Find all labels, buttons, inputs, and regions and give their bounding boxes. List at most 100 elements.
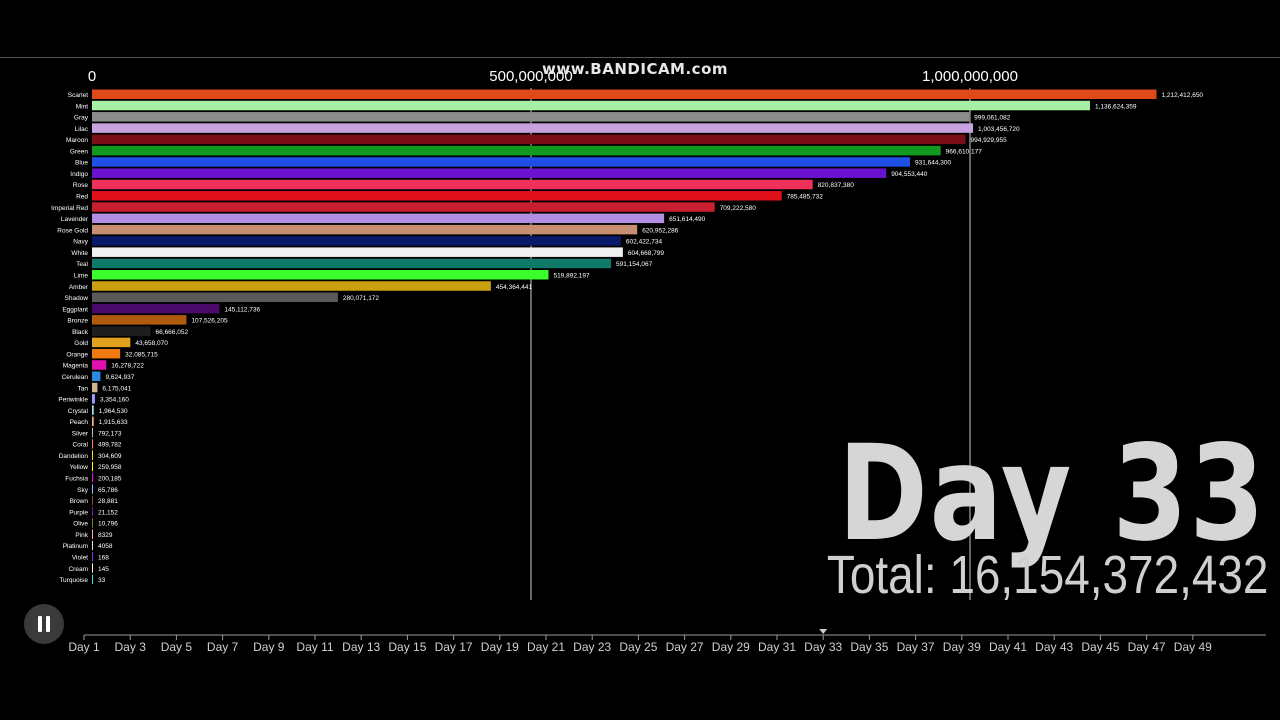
bar-category-label: Dandelion [59, 453, 89, 460]
bar-category-label: Turquoise [59, 577, 88, 584]
bar-value-label: 145,112,736 [224, 306, 260, 313]
bar-category-label: Imperial Red [51, 205, 88, 212]
bar-value-label: 28,881 [98, 498, 118, 505]
bar-value-label: 931,644,300 [915, 160, 952, 167]
bar-category-label: Tan [78, 385, 89, 392]
bar-value-label: 651,614,490 [669, 216, 706, 223]
timeline-label: Day 45 [1081, 640, 1119, 654]
bar-category-label: Peach [70, 419, 89, 426]
x-tick-label: 1,000,000,000 [922, 68, 1018, 85]
bar-category-label: Platinum [63, 543, 88, 550]
pause-icon [38, 616, 42, 632]
bar-value-label: 1,964,530 [99, 408, 128, 415]
bar-cerulean [92, 371, 101, 381]
bar-tan [92, 382, 98, 393]
bar-indigo [92, 168, 887, 178]
timeline-label: Day 35 [850, 640, 888, 654]
timeline-label: Day 31 [758, 640, 796, 654]
bar-value-label: 9,624,937 [105, 374, 134, 381]
bar-peach [92, 416, 94, 427]
bar-value-label: 145 [98, 566, 109, 573]
bar-turquoise [92, 574, 93, 585]
bar-category-label: Cream [68, 566, 88, 573]
watermark-text: www.BANDICAM.com [542, 60, 729, 78]
bar-category-label: Violet [72, 554, 88, 561]
timeline-label: Day 43 [1035, 640, 1073, 654]
bar-white [92, 247, 623, 257]
bar-category-label: Green [70, 148, 88, 155]
top-divider-line [0, 57, 1280, 58]
bar-category-label: Lavender [61, 216, 89, 223]
bar-category-label: Yellow [69, 464, 88, 471]
timeline-label: Day 27 [666, 640, 704, 654]
bar-category-label: Eggplant [62, 306, 88, 313]
bar-category-label: Coral [72, 442, 88, 449]
bar-periwinkle [92, 394, 95, 404]
current-day-label: Day 33 [837, 417, 1266, 571]
bar-crystal [92, 405, 94, 415]
bar-category-label: Cerulean [62, 374, 89, 381]
timeline-label: Day 47 [1128, 640, 1166, 654]
timeline-label: Day 49 [1174, 640, 1212, 654]
bar-category-label: Rose Gold [57, 227, 88, 234]
bar-value-label: 4058 [98, 543, 113, 550]
bar-category-label: Navy [73, 239, 89, 246]
pause-icon-bar [46, 616, 50, 632]
bar-rose [92, 179, 813, 190]
bar-value-label: 16,278,722 [111, 363, 144, 370]
timeline-label: Day 13 [342, 640, 380, 654]
bar-eggplant [92, 303, 220, 314]
timeline-current-marker [819, 629, 828, 634]
timeline-label: Day 17 [435, 640, 473, 654]
bar-value-label: 168 [98, 554, 109, 561]
bar-category-label: Black [72, 329, 89, 336]
pause-button[interactable] [24, 604, 64, 644]
bar-value-label: 1,003,456,720 [978, 126, 1020, 133]
bar-category-label: Amber [69, 284, 89, 291]
bar-lilac [92, 123, 974, 133]
bar-teal [92, 258, 612, 269]
bar-category-label: Gold [74, 340, 88, 347]
timeline-label: Day 15 [388, 640, 426, 654]
bar-sky [92, 484, 93, 494]
bar-value-label: 10,796 [98, 521, 118, 528]
bar-magenta [92, 360, 107, 370]
bar-value-label: 620,952,286 [642, 227, 679, 234]
timeline-label: Day 29 [712, 640, 750, 654]
bar-value-label: 602,422,734 [626, 239, 663, 246]
bar-value-label: 280,071,172 [343, 295, 380, 302]
timeline-label: Day 21 [527, 640, 565, 654]
timeline-label: Day 11 [296, 640, 333, 654]
bar-category-label: Fuchsia [65, 476, 88, 483]
bar-category-label: Purple [69, 509, 88, 516]
timeline-label: Day 7 [207, 640, 239, 654]
bar-scarlet [92, 89, 1157, 99]
bar-value-label: 904,553,440 [891, 171, 928, 178]
bar-category-label: Silver [72, 430, 89, 437]
bar-category-label: Sky [77, 487, 89, 494]
bar-value-label: 66,666,052 [156, 329, 189, 336]
bar-silver [92, 427, 93, 438]
bar-navy [92, 236, 621, 246]
bar-category-label: Teal [76, 261, 88, 268]
bar-category-label: Indigo [70, 171, 88, 178]
bar-value-label: 966,610,177 [946, 148, 983, 155]
bar-value-label: 1,212,412,650 [1161, 92, 1203, 99]
bar-category-label: Lime [74, 272, 88, 279]
bar-category-label: Maroon [66, 137, 88, 144]
bar-value-label: 1,915,633 [99, 419, 128, 426]
bar-black [92, 326, 151, 336]
x-tick-label: 0 [88, 68, 96, 85]
bar-value-label: 107,526,205 [191, 318, 228, 325]
bar-value-label: 709,222,580 [720, 205, 757, 212]
bar-imperial-red [92, 202, 715, 212]
bar-cream [92, 563, 93, 573]
bar-value-label: 200,185 [98, 476, 122, 483]
bar-orange [92, 348, 121, 359]
bar-violet [92, 551, 93, 562]
bar-fuchsia [92, 473, 93, 483]
bar-category-label: Olive [73, 521, 88, 528]
timeline-label: Day 39 [943, 640, 981, 654]
bar-category-label: Shadow [65, 295, 89, 302]
